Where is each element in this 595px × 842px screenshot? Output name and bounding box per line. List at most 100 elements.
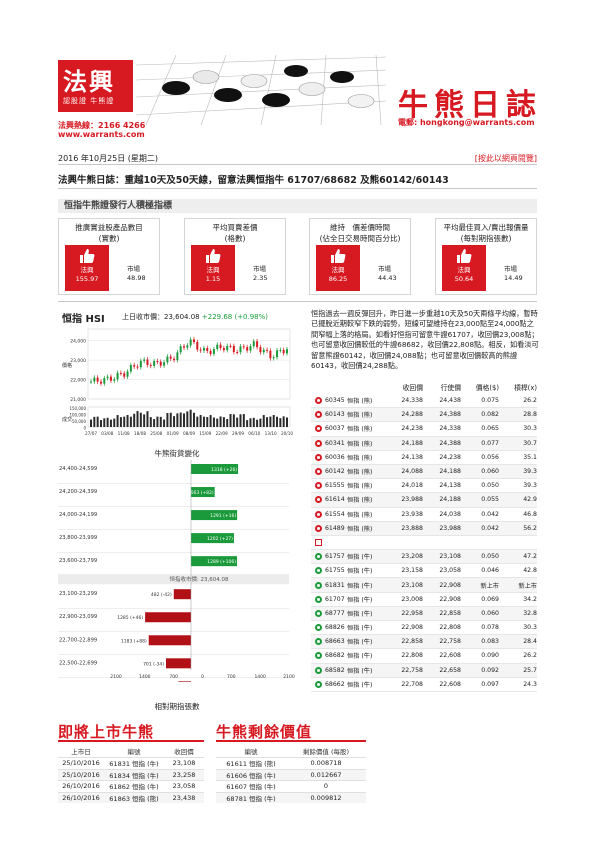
bull-bar	[178, 681, 191, 682]
volume-bar	[219, 416, 222, 427]
cell-lev: 28.4	[523, 638, 537, 646]
candle-body	[226, 345, 229, 351]
table-cell: 0.009812	[310, 793, 342, 802]
cell-recall: 23,938	[401, 510, 423, 518]
table-row[interactable]: 60037 恒指 (熊) 24,238 24,338 0.065 30.3	[311, 422, 537, 437]
x-tick-label: 1400	[139, 674, 151, 680]
logo-subtitle: 認股證 牛熊證	[63, 97, 115, 105]
volume-bar	[159, 416, 162, 427]
candle-body	[106, 376, 109, 379]
volume-tick-label: 100,000	[69, 413, 86, 418]
table-row[interactable]: 61554 恒指 (熊) 23,938 24,038 0.042 46.8	[311, 508, 537, 522]
candle-body	[286, 349, 288, 354]
volume-bar	[123, 416, 126, 427]
volume-bar	[229, 414, 232, 427]
table-row[interactable]: 61707 恒指 (牛) 23,008 22,908 0.069 34.2	[311, 593, 537, 607]
table-row[interactable]: 60341 恒指 (熊) 24,188 24,388 0.077 30.7	[311, 436, 537, 451]
table-cell: 61611 恒指 (熊)	[226, 760, 276, 769]
table-row[interactable]: 61757 恒指 (牛) 23,208 23,108 0.050 47.2	[311, 550, 537, 565]
row-type-cell	[311, 638, 325, 646]
cell-recall: 23,208	[401, 553, 423, 561]
cell-recall: 23,158	[401, 567, 423, 575]
table-row[interactable]: 61755 恒指 (牛) 23,158 23,058 0.046 42.8	[311, 564, 537, 579]
brand-logo[interactable]: 法興 認股證 牛熊證	[58, 60, 133, 112]
candle-body	[272, 357, 275, 359]
volume-axis-label: 成交	[62, 416, 72, 423]
cell-code: 61614	[325, 496, 345, 504]
table-row[interactable]: 60345 恒指 (熊) 24,338 24,438 0.075 26.2	[311, 394, 537, 409]
cell-lev: 34.2	[523, 595, 537, 603]
row-type-cell	[311, 425, 325, 433]
cell-recall: 22,908	[401, 624, 423, 632]
table-row[interactable]: 68682 恒指 (牛) 22,808 22,608 0.090 26.2	[311, 649, 537, 664]
table-row: 25/10/2016 61834 恒指 (牛) 23,258	[58, 768, 204, 780]
cell-code: 60345	[325, 397, 345, 405]
table-row[interactable]: 61614 恒指 (熊) 23,988 24,188 0.055 42.9	[311, 493, 537, 508]
cell-lev: 30.7	[523, 439, 537, 447]
volume-bar	[266, 417, 269, 427]
candle-body	[206, 348, 209, 351]
table-row[interactable]: 68826 恒指 (牛) 22,908 22,808 0.078 30.3	[311, 621, 537, 636]
cbbc-distribution-chart: 24,400-24,599 1318 (+26) 24,200-24,399 663 …	[58, 460, 295, 682]
x-tick-label: 11/08	[118, 431, 130, 436]
row-type-cell	[311, 397, 325, 405]
table-cell: 23,058	[172, 782, 196, 791]
bull-icon	[314, 666, 322, 674]
table-cell: 61831 恒指 (牛)	[109, 760, 159, 769]
table-row[interactable]: 68777 恒指 (牛) 22,958 22,858 0.060 32.8	[311, 606, 537, 621]
x-tick-label: 2100	[283, 674, 295, 680]
cbbc-chart-title: 牛熊街貨變化	[154, 449, 200, 458]
cell-code: 61489	[325, 524, 345, 532]
table-row[interactable]: 61555 恒指 (熊) 24,018 24,138 0.050 39.3	[311, 479, 537, 494]
thumbs-up-badge: 法興 86.25	[316, 245, 360, 291]
newsletter-title: 牛熊日誌	[398, 88, 542, 123]
web-version-link[interactable]: [按此以網頁閱覽]	[474, 154, 537, 163]
website-link[interactable]: www.warrants.com	[58, 130, 145, 139]
cell-strike: 24,188	[439, 496, 461, 504]
candle-body	[129, 365, 132, 372]
cell-recall: 23,008	[401, 595, 423, 603]
candle-body	[279, 349, 282, 351]
bull-icon	[314, 609, 322, 617]
row-type-cell	[311, 666, 325, 674]
bear-icon	[314, 397, 322, 405]
table-row[interactable]: 68663 恒指 (牛) 22,858 22,758 0.083 28.4	[311, 635, 537, 650]
table-row[interactable]: 61489 恒指 (熊) 23,888 23,988 0.042 56.2	[311, 521, 537, 536]
cell-price: 0.078	[481, 624, 499, 632]
candle-body	[259, 347, 262, 353]
volume-bar	[209, 415, 212, 427]
cell-price: 0.090	[481, 652, 499, 660]
bull-bar	[148, 635, 191, 646]
bar-value-label: 1318 (+26)	[211, 467, 237, 473]
bull-icon	[314, 581, 322, 589]
divider	[58, 164, 537, 165]
x-tick-label: 18/08	[134, 431, 146, 436]
table-row[interactable]: 60142 恒指 (熊) 24,088 24,188 0.060 39.3	[311, 464, 537, 480]
table-cell: 26/10/2016	[62, 782, 100, 791]
bar-value-label: 701 (-34)	[143, 661, 164, 667]
table-row[interactable]: 60143 恒指 (熊) 24,288 24,388 0.082 28.8	[311, 408, 537, 423]
volume-bar	[199, 415, 202, 427]
cell-recall: 23,988	[401, 496, 423, 504]
column-header: 剩餘價值 (每股)	[302, 748, 350, 756]
candle-body	[143, 359, 146, 361]
row-type-cell	[311, 411, 325, 419]
table-row[interactable]: 68662 恒指 (牛) 22,708 22,608 0.097 24.3	[311, 678, 537, 692]
table-header: 上市日 編號 收回價	[58, 745, 204, 757]
table-row[interactable]: 60036 恒指 (熊) 24,138 24,238 0.056 35.1	[311, 451, 537, 465]
table-cell: 61606 恒指 (牛)	[226, 771, 276, 780]
table-row[interactable]: 68582 恒指 (牛) 22,758 22,658 0.092 25.7	[311, 663, 537, 678]
table-row[interactable]: 61831 恒指 (牛) 23,108 22,908 新上市 新上市	[311, 578, 537, 593]
cell-lev: 25.7	[523, 666, 537, 674]
bear-icon	[314, 453, 322, 461]
cell-name: 恒指 (熊)	[347, 511, 373, 519]
table-row[interactable]	[311, 536, 537, 551]
contact-email[interactable]: 電郵: hongkong@warrants.com	[398, 118, 535, 127]
volume-tick-label: 0	[83, 426, 86, 431]
cell-lev: 28.8	[523, 411, 537, 419]
cell-name: 恒指 (熊)	[347, 497, 373, 505]
volume-bar	[276, 416, 279, 427]
volume-bar	[236, 417, 239, 427]
volume-bar	[286, 417, 288, 427]
candle-body	[252, 341, 255, 347]
